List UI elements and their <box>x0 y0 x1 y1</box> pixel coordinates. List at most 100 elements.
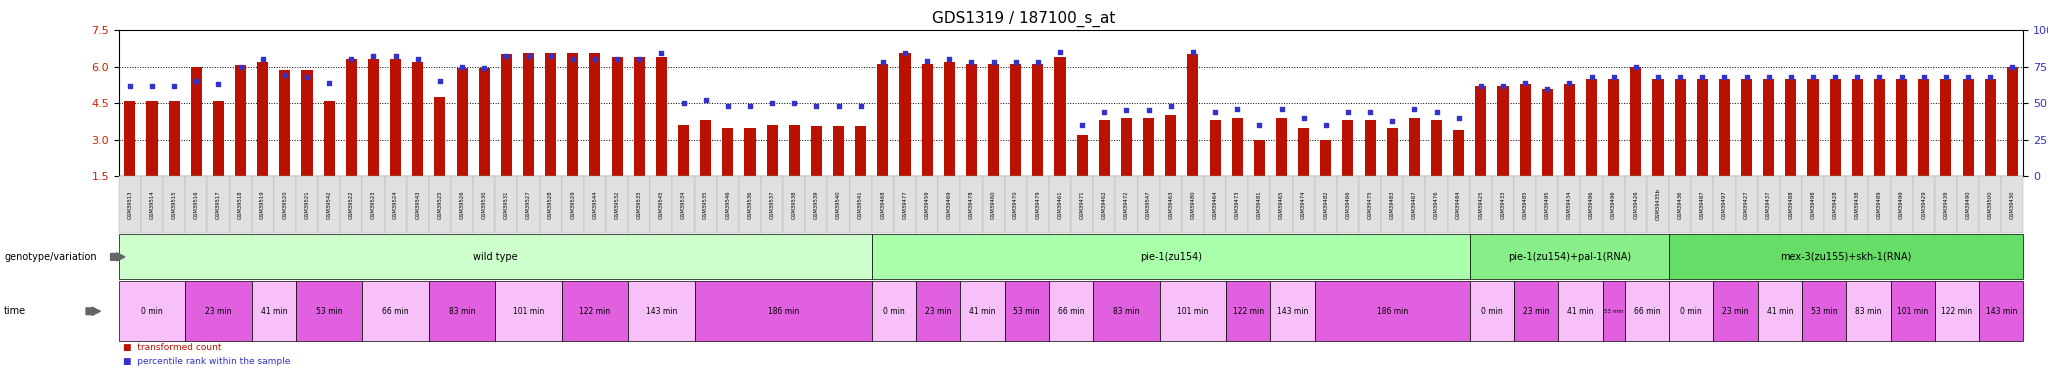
Text: GSM39435b: GSM39435b <box>1655 188 1661 220</box>
Text: GSM39462: GSM39462 <box>1102 190 1106 219</box>
Point <box>1952 74 1985 80</box>
Point <box>113 82 145 88</box>
Bar <box>1565 84 1575 176</box>
Text: GSM39517: GSM39517 <box>215 190 221 219</box>
Bar <box>434 97 446 176</box>
Text: GSM39434: GSM39434 <box>1567 190 1573 219</box>
Text: 186 min: 186 min <box>768 307 799 316</box>
Bar <box>1409 118 1419 176</box>
Bar <box>723 128 733 176</box>
Bar <box>1253 140 1266 176</box>
Point <box>821 103 854 109</box>
Bar <box>633 57 645 176</box>
Text: GSM39487: GSM39487 <box>1700 190 1704 219</box>
Bar <box>369 59 379 176</box>
Point <box>1309 122 1341 128</box>
Point <box>999 59 1032 65</box>
Bar <box>258 62 268 176</box>
Point <box>600 56 633 62</box>
Point <box>1974 74 2007 80</box>
Point <box>778 100 811 106</box>
Text: GSM39459: GSM39459 <box>924 190 930 219</box>
Text: ■  percentile rank within the sample: ■ percentile rank within the sample <box>123 357 291 366</box>
Point <box>401 56 434 62</box>
Text: GSM39469: GSM39469 <box>946 190 952 219</box>
Text: GSM39516: GSM39516 <box>195 190 199 219</box>
Point <box>1997 63 2030 70</box>
Bar <box>1763 79 1774 176</box>
Bar <box>1143 118 1155 176</box>
Bar <box>788 125 801 176</box>
Text: GSM39495: GSM39495 <box>1544 190 1550 219</box>
Text: 0 min: 0 min <box>1679 307 1702 316</box>
Bar <box>346 59 356 176</box>
Bar <box>1321 140 1331 176</box>
Text: 101 min: 101 min <box>512 307 545 316</box>
Bar <box>147 101 158 176</box>
Bar <box>743 128 756 176</box>
Point <box>1065 122 1098 128</box>
Text: GSM39475: GSM39475 <box>1368 190 1372 219</box>
Text: GSM39426: GSM39426 <box>1634 190 1638 219</box>
Text: GSM39481: GSM39481 <box>1257 190 1262 219</box>
Text: GSM39528: GSM39528 <box>549 190 553 219</box>
Point <box>1243 122 1276 128</box>
Text: time: time <box>4 306 27 316</box>
Text: 83 min: 83 min <box>449 307 475 316</box>
Text: GSM39542: GSM39542 <box>328 190 332 219</box>
Text: GSM39436: GSM39436 <box>1677 190 1683 219</box>
Text: 41 min: 41 min <box>260 307 287 316</box>
Text: GSM39467: GSM39467 <box>1411 190 1417 219</box>
Bar <box>125 101 135 176</box>
Text: GSM39433: GSM39433 <box>1501 190 1505 219</box>
Text: 83 min: 83 min <box>1855 307 1882 316</box>
Bar <box>899 53 911 176</box>
Point <box>1419 109 1452 115</box>
Text: GSM39476: GSM39476 <box>1434 190 1440 219</box>
Text: GSM39464: GSM39464 <box>1212 190 1219 219</box>
Text: GSM39465: GSM39465 <box>1280 190 1284 219</box>
Text: GSM39461: GSM39461 <box>1057 190 1063 219</box>
Bar <box>1454 130 1464 176</box>
Text: 122 min: 122 min <box>580 307 610 316</box>
Text: GSM39530: GSM39530 <box>481 190 487 219</box>
Bar <box>1055 57 1065 176</box>
Text: wild type: wild type <box>473 252 518 262</box>
Point <box>1442 115 1475 121</box>
Bar <box>502 54 512 176</box>
Point <box>356 53 389 59</box>
Point <box>1597 74 1630 80</box>
Point <box>1198 109 1231 115</box>
Text: GSM39524: GSM39524 <box>393 190 397 219</box>
Text: GSM39484: GSM39484 <box>1456 190 1460 219</box>
Point <box>268 72 301 78</box>
Point <box>1509 80 1542 86</box>
Point <box>844 103 877 109</box>
Bar <box>1520 84 1530 176</box>
Bar <box>1675 79 1686 176</box>
Bar <box>1077 135 1087 176</box>
Point <box>578 56 610 62</box>
Text: GSM39520: GSM39520 <box>283 190 287 219</box>
Point <box>1155 103 1188 109</box>
Point <box>911 58 944 64</box>
Text: GSM39531: GSM39531 <box>504 190 508 219</box>
Text: pie-1(zu154)+pal-1(RNA): pie-1(zu154)+pal-1(RNA) <box>1507 252 1630 262</box>
Text: GSM39499: GSM39499 <box>1898 190 1905 219</box>
Text: 41 min: 41 min <box>969 307 995 316</box>
Point <box>623 56 655 62</box>
Point <box>1796 74 1829 80</box>
Point <box>1354 109 1386 115</box>
Bar <box>1741 79 1753 176</box>
Point <box>1399 106 1432 112</box>
Point <box>1620 63 1653 70</box>
Text: 23 min: 23 min <box>1722 307 1749 316</box>
Bar <box>856 126 866 176</box>
Bar <box>279 70 291 176</box>
Point <box>1022 59 1055 65</box>
Text: GSM39470: GSM39470 <box>1014 190 1018 219</box>
Text: GSM39460: GSM39460 <box>991 190 995 219</box>
Bar <box>967 64 977 176</box>
Text: 23 min: 23 min <box>1524 307 1550 316</box>
Point <box>866 59 899 65</box>
